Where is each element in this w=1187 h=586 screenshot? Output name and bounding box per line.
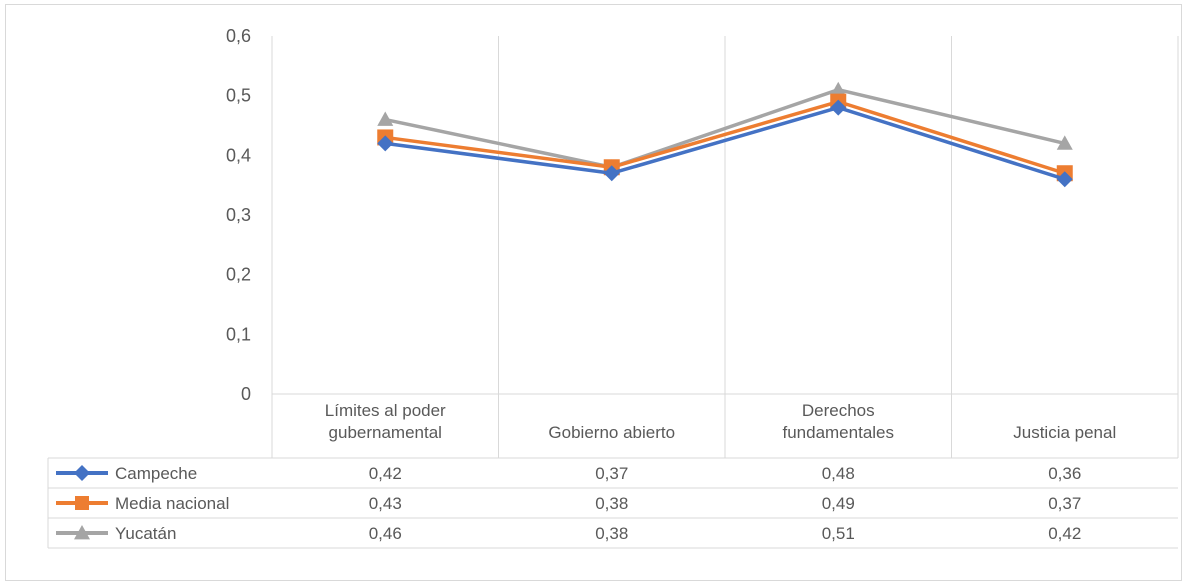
marker-triangle: [74, 525, 90, 540]
marker-diamond: [74, 465, 90, 481]
series-line: [385, 105, 1066, 181]
legend-key-square: [56, 496, 108, 510]
y-tick-label: 0,6: [226, 26, 251, 46]
table-cell: 0,38: [595, 524, 628, 543]
y-tick-label: 0,5: [226, 86, 251, 106]
series-line: [385, 99, 1066, 175]
category-label: Derechos: [802, 401, 875, 420]
legend-label: Campeche: [115, 464, 197, 483]
marker-triangle: [830, 81, 847, 97]
marker-triangle: [1056, 135, 1073, 150]
table-cell: 0,36: [1048, 464, 1081, 483]
series-line: [384, 87, 1066, 170]
y-tick-label: 0: [241, 384, 251, 404]
table-cell: 0,43: [369, 494, 402, 513]
marker-diamond: [1056, 171, 1073, 188]
y-axis: 0 0,1 0,2 0,3 0,4 0,5 0,6: [226, 26, 251, 404]
table-cell: 0,51: [822, 524, 855, 543]
marker-triangle: [377, 111, 394, 126]
chart-border: [5, 4, 1182, 581]
marker-square: [75, 496, 89, 510]
table-cell: 0,37: [595, 464, 628, 483]
category-label: Gobierno abierto: [548, 423, 675, 442]
marker-diamond: [377, 135, 394, 152]
grid: [271, 36, 1179, 458]
legend-label: Media nacional: [115, 494, 229, 513]
table-cell: 0,38: [595, 494, 628, 513]
table-cell: 0,37: [1048, 494, 1081, 513]
x-axis: Límites al poder gubernamental Gobierno ab…: [325, 401, 1116, 442]
marker-diamond: [603, 165, 620, 182]
marker-diamond: [830, 99, 847, 116]
y-tick-label: 0,3: [226, 205, 251, 225]
y-tick-label: 0,2: [226, 265, 251, 285]
data-table: Campeche 0,42 0,37 0,48 0,36 Media nacional 0,…: [47, 457, 1178, 549]
legend-key-triangle: [56, 525, 108, 540]
table-cell: 0,46: [369, 524, 402, 543]
table-cell: 0,49: [822, 494, 855, 513]
category-label: fundamentales: [782, 423, 894, 442]
category-label: Límites al poder: [325, 401, 446, 420]
series-layer: [377, 81, 1073, 188]
y-tick-label: 0,4: [226, 145, 251, 165]
table-cell: 0,42: [1048, 524, 1081, 543]
legend-label: Yucatán: [115, 524, 176, 543]
category-label: Justicia penal: [1013, 423, 1116, 442]
category-label: gubernamental: [329, 423, 442, 442]
series-diamond: [377, 99, 1073, 188]
legend-key-diamond: [56, 465, 108, 481]
y-tick-label: 0,1: [226, 324, 251, 344]
table-cell: 0,42: [369, 464, 402, 483]
table-cell: 0,48: [822, 464, 855, 483]
